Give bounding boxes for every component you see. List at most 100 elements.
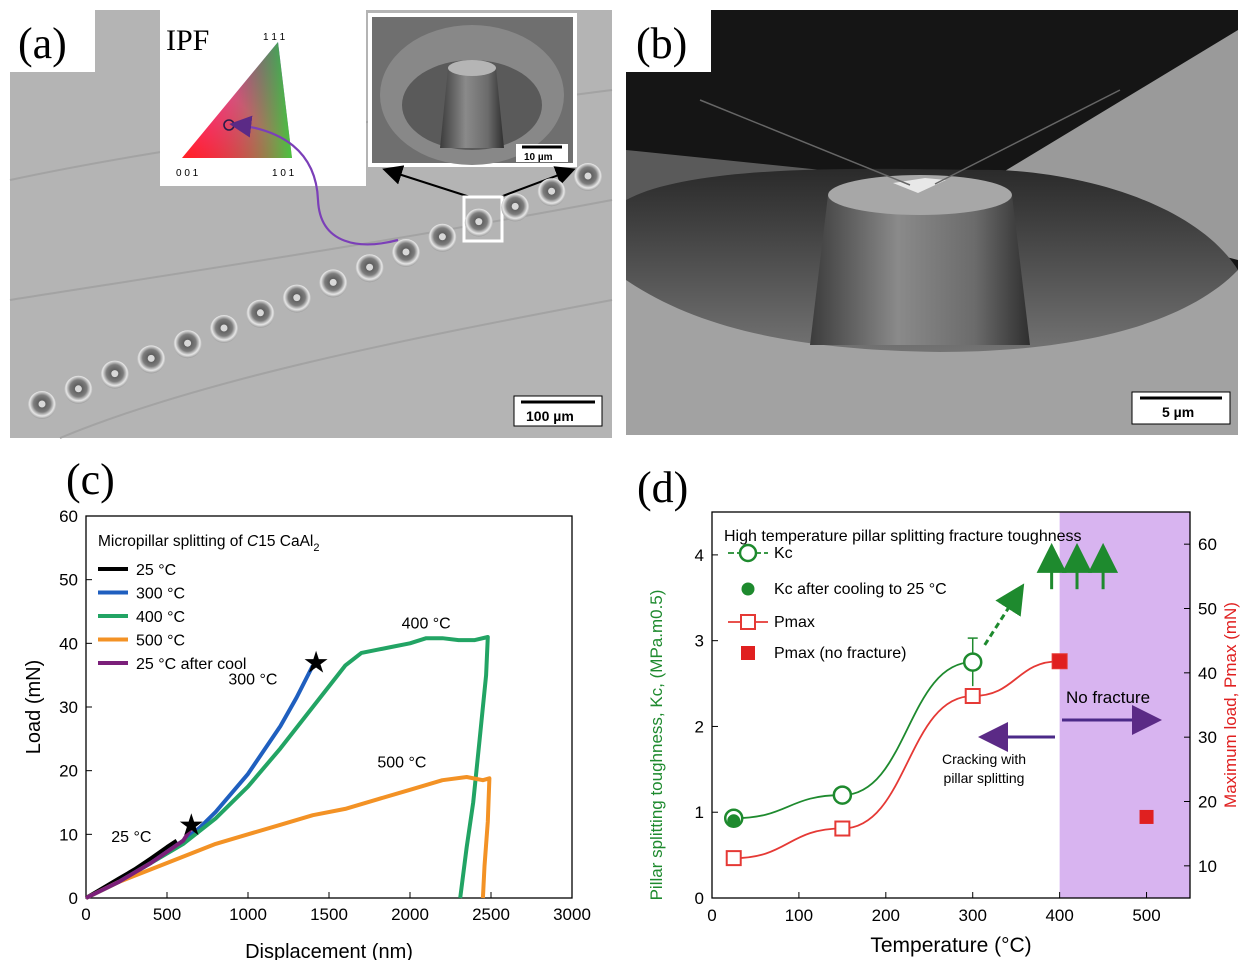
fracture-star-marker: ★ [303, 645, 330, 680]
cracking-label: pillar splitting [944, 770, 1025, 786]
pillar-top [438, 233, 446, 241]
fracture-star-marker: ★ [178, 808, 205, 843]
y2-tick-label: 50 [1198, 600, 1217, 619]
trend-curve [733, 661, 973, 820]
y-tick-label: 3 [695, 632, 704, 651]
legend-swatch [741, 646, 755, 660]
legend-entry: Pmax [774, 614, 815, 631]
curve-annotation: 400 °C [402, 616, 451, 633]
pmax-no-fracture-point [1139, 809, 1154, 824]
indenter-tip-mark [893, 178, 946, 193]
x-tick-label: 400 [1045, 906, 1073, 925]
legend-swatch [740, 614, 756, 630]
pillar-top [402, 248, 410, 256]
y2-tick-label: 30 [1198, 728, 1217, 747]
y-axis-label: Load (mN) [23, 660, 45, 754]
kc-point [962, 652, 983, 672]
y-tick-label: 4 [695, 546, 704, 565]
pmax-point [964, 687, 981, 704]
x-axis-label: Temperature (°C) [870, 934, 1031, 957]
y-tick-label: 1 [695, 803, 704, 822]
panel-label-bg-b [626, 10, 711, 72]
legend-entry: 300 °C [136, 586, 185, 603]
chart-c: 0 500 1000 1500 2000 2500 3000 0 10 20 30 40 50 60 Dis… [23, 507, 591, 960]
pmax-point [834, 820, 851, 837]
pillar-top [366, 263, 374, 271]
panel-c: (c) 0 500 1000 1500 2000 2500 3000 0 10 20 30 40 50 6… [23, 455, 591, 960]
legend-title: Micropillar splitting of C15 CaAl2 [98, 533, 320, 554]
panel-label-b: (b) [636, 19, 687, 68]
plot-frame [711, 511, 1191, 899]
y-tick-label: 20 [59, 762, 78, 781]
y-tick-label: 60 [59, 507, 78, 526]
y2-tick-label: 60 [1198, 535, 1217, 554]
scale-bar-label-a: 100 µm [526, 408, 574, 424]
b-pillar [810, 195, 1030, 345]
panel-d: (d) 0 100 200 300 400 500 0 1 2 3 4 10 20 30 40 50 60 Tem… [637, 463, 1240, 957]
curve-annotation: 500 °C [377, 754, 426, 771]
inset-scale-label: 10 µm [524, 152, 553, 163]
legend-swatch [738, 543, 758, 563]
x-tick-label: 0 [81, 905, 90, 924]
pillar-top [184, 339, 192, 347]
x-tick-label: 300 [959, 906, 987, 925]
x-axis-label: Displacement (nm) [245, 941, 413, 960]
legend-entry: 500 °C [136, 633, 185, 650]
legend-entry: 25 °C [136, 562, 176, 579]
bottom-surface [626, 270, 1238, 435]
ipf-link-arrow [229, 115, 399, 246]
selected-pillar-box [462, 195, 504, 243]
pillar-top [329, 278, 337, 286]
legend-entry: 400 °C [136, 609, 185, 626]
y-tick-label: 0 [69, 889, 78, 908]
ipf-corner-001: 0 0 1 [176, 168, 199, 179]
chart-d: 0 100 200 300 400 500 0 1 2 3 4 10 20 30 40 50 60 Tempera… [647, 511, 1240, 957]
series-line [85, 826, 193, 900]
pillar-top [475, 218, 483, 226]
x-tick-label: 1000 [229, 905, 267, 924]
panel-label-c: (c) [66, 455, 115, 504]
trend-curve [733, 660, 1060, 860]
legend-swatch [741, 582, 755, 596]
panel-b: (b) 5 µm [626, 10, 1238, 435]
y2-tick-label: 20 [1198, 793, 1217, 812]
x-tick-label: 3000 [553, 905, 591, 924]
pillar-top [147, 354, 155, 362]
no-fracture-region [1059, 512, 1190, 898]
series-line [85, 664, 315, 900]
legend-entry: Kc [774, 545, 793, 562]
ipf-corner-111: 1 1 1 [263, 32, 286, 43]
lower-bound-arrow [983, 583, 1025, 646]
kc-point [832, 785, 853, 805]
curve-annotation: 25 °C [111, 829, 151, 846]
y-tick-label: 0 [695, 889, 704, 908]
pillar-top [220, 324, 228, 332]
pillar-top [111, 370, 119, 378]
ipf-corner-101: 1 0 1 [272, 168, 295, 179]
pmax-point [725, 850, 742, 867]
legend-entry: Kc after cooling to 25 °C [774, 581, 947, 598]
pillar-array [28, 163, 602, 419]
inset-pillar [440, 68, 504, 148]
y2-tick-label: 10 [1198, 857, 1217, 876]
x-tick-label: 1500 [310, 905, 348, 924]
panel-label-bg-a [10, 10, 95, 72]
x-tick-label: 0 [707, 906, 716, 925]
legend-entry: 25 °C after cool [136, 656, 246, 673]
x-tick-label: 500 [1132, 906, 1160, 925]
surface-right [990, 30, 1238, 260]
x-tick-label: 2500 [472, 905, 510, 924]
pillar-top [293, 294, 301, 302]
ipf-title: IPF [166, 24, 209, 57]
x-tick-label: 500 [153, 905, 181, 924]
pillar-top [511, 202, 519, 210]
series-line [85, 775, 492, 900]
series-line [85, 635, 490, 900]
chart-title: High temperature pillar splitting fractu… [724, 528, 1082, 545]
pillar-top [584, 172, 592, 180]
scale-bar-label-b: 5 µm [1162, 404, 1194, 420]
y-tick-label: 10 [59, 825, 78, 844]
no-fracture-label: No fracture [1066, 688, 1150, 707]
cracking-label: Cracking with [942, 751, 1026, 767]
